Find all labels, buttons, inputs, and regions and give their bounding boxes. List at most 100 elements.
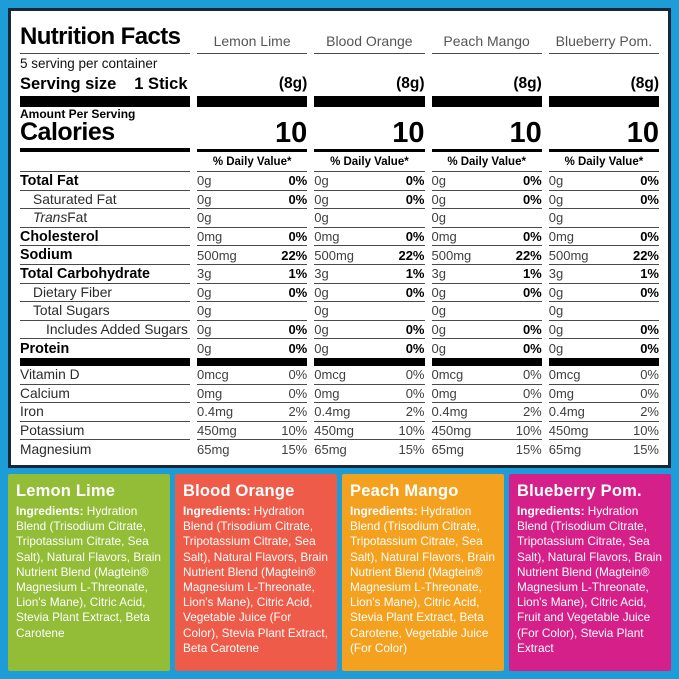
nutrient-percent: 0% (288, 385, 308, 401)
nutrient-values: 0g 0% (314, 284, 425, 303)
nutrient-values: 0.4mg 2% (197, 403, 308, 422)
ingredient-boxes-row: Lemon Lime Ingredients: Hydration Blend … (8, 473, 671, 671)
nutrient-values: 0mg 0% (314, 385, 425, 404)
nutrient-values: 0g 0% (197, 191, 308, 210)
nutrient-percent: 10% (632, 423, 659, 439)
nutrient-amount: 0g (548, 284, 564, 300)
ingredients-text: Ingredients: Hydration Blend (Trisodium … (183, 504, 329, 656)
nutrient-values: 500mg 22% (197, 246, 308, 265)
flavor-column-header: Lemon Lime (197, 16, 308, 54)
ingredients-value: Hydration Blend (Trisodium Citrate, Trip… (350, 503, 495, 655)
nutrient-values: 450mg 10% (197, 422, 308, 441)
nutrient-values: 0g 0% (549, 339, 659, 358)
daily-value-label: % Daily Value* (314, 152, 425, 172)
nutrient-values: 0.4mg 2% (431, 403, 542, 422)
nutrient-values: 0g 0% (197, 284, 308, 303)
nutrition-facts-title: Nutrition Facts (20, 16, 190, 54)
nutrient-values: 0mg 0% (431, 228, 542, 247)
nutrient-percent: 0% (640, 367, 659, 383)
nutrient-values: 0mcg 0% (314, 366, 425, 385)
nutrient-values: 3g 1% (548, 265, 659, 284)
nutrient-values: 0mcg 0% (197, 366, 308, 385)
nutrient-percent: 0% (405, 385, 425, 401)
nutrient-label: Dietary Fiber (20, 284, 190, 303)
nutrient-amount: 0g (197, 322, 212, 338)
serving-grams: (8g) (278, 75, 308, 92)
nutrient-label: Trans Fat (20, 209, 190, 228)
nutrition-facts-panel: Nutrition Facts Lemon Lime Blood Orange Pea… (8, 8, 671, 468)
nutrient-percent: 2% (288, 404, 308, 420)
nutrient-values: 0.4mg 2% (314, 403, 425, 422)
nutrient-values: 0g 0% (314, 191, 425, 210)
nutrient-label: Iron (20, 403, 190, 422)
nutrient-amount: 0mg (197, 385, 223, 401)
nutrient-amount: 0mcg (197, 367, 229, 383)
nutrient-amount: 0.4mg (197, 404, 234, 420)
nutrient-amount: 65mg (548, 442, 582, 458)
nutrient-percent: 0% (522, 322, 542, 338)
nutrient-amount: 0g (314, 322, 329, 338)
section-divider-bar (431, 357, 542, 366)
nutrient-amount: 3g (314, 266, 329, 282)
ingredients-label: Ingredients: (16, 503, 84, 518)
nutrient-percent: 0% (405, 341, 425, 357)
nutrient-amount: 500mg (431, 247, 472, 263)
nutrient-percent: 0% (522, 173, 542, 189)
nutrient-amount: 0g (314, 210, 329, 226)
nutrient-values: 65mg 15% (549, 440, 659, 459)
ingredients-label: Ingredients: (517, 503, 585, 518)
nutrient-values: 0mg 0% (197, 385, 308, 404)
nutrient-values: 0g 0% (197, 172, 308, 191)
nutrient-values: 0mg 0% (548, 228, 659, 247)
nutrient-values: 0g (548, 302, 659, 321)
ingredients-box-lemon-lime: Lemon Lime Ingredients: Hydration Blend … (8, 473, 170, 671)
nutrient-values: 500mg 22% (548, 246, 659, 265)
nutrient-percent: 0% (288, 341, 308, 357)
flavor-title: Blueberry Pom. (517, 481, 642, 500)
nutrient-label: Sodium (20, 246, 190, 265)
nutrient-values: 0g 0% (431, 191, 542, 210)
nutrient-values: 0g (431, 209, 542, 228)
nutrient-values: 0.4mg 2% (548, 403, 659, 422)
ingredients-text: Ingredients: Hydration Blend (Trisodium … (16, 504, 162, 641)
nutrient-percent: 0% (405, 229, 425, 245)
nutrient-percent: 10% (515, 423, 542, 439)
daily-value-label: % Daily Value* (197, 152, 308, 172)
serving-size-value: 1 Stick (134, 74, 188, 93)
nutrient-percent: 22% (515, 247, 542, 263)
nutrient-percent: 15% (281, 442, 308, 458)
thick-divider-bar (20, 96, 190, 107)
calories-value: 10 (548, 119, 659, 152)
daily-value-spacer (20, 152, 190, 172)
nutrient-values: 0g (197, 209, 308, 228)
nutrient-amount: 0g (197, 303, 212, 319)
nutrient-amount: 450mg (431, 423, 472, 439)
nutrient-values: 0g 0% (548, 172, 659, 191)
nutrient-label: Protein (20, 340, 70, 357)
nutrient-label: Includes Added Sugars (20, 321, 190, 340)
nutrient-amount: 0mg (314, 385, 340, 401)
nutrient-values: 450mg 10% (431, 422, 542, 441)
nutrient-amount: 0g (548, 341, 564, 357)
nutrient-amount: 0g (197, 210, 212, 226)
nutrient-values: 0g 0% (431, 284, 542, 303)
nutrient-percent: 0% (288, 229, 308, 245)
nutrient-amount: 0mg (431, 385, 457, 401)
nutrient-amount: 450mg (314, 423, 354, 439)
flavor-title: Blood Orange (183, 481, 295, 500)
nutrient-values: 0g 0% (314, 321, 425, 340)
nutrient-percent: 15% (398, 442, 425, 458)
nutrient-label: Potassium (20, 422, 190, 441)
nutrient-amount: 0.4mg (314, 404, 351, 420)
nutrient-percent: 22% (281, 247, 308, 263)
nutrient-percent: 0% (640, 229, 659, 245)
nutrient-percent: 0% (522, 385, 542, 401)
nutrient-amount: 500mg (197, 247, 237, 263)
nutrient-amount: 65mg (431, 442, 465, 458)
nutrient-amount: 0mg (431, 229, 457, 245)
nutrient-values: 65mg 15% (197, 440, 307, 459)
ingredients-value: Hydration Blend (Trisodium Citrate, Trip… (16, 503, 161, 640)
section-divider-bar (548, 357, 659, 366)
calories-value: 10 (431, 119, 542, 152)
servings-per-container: 5 serving per container (20, 55, 158, 71)
